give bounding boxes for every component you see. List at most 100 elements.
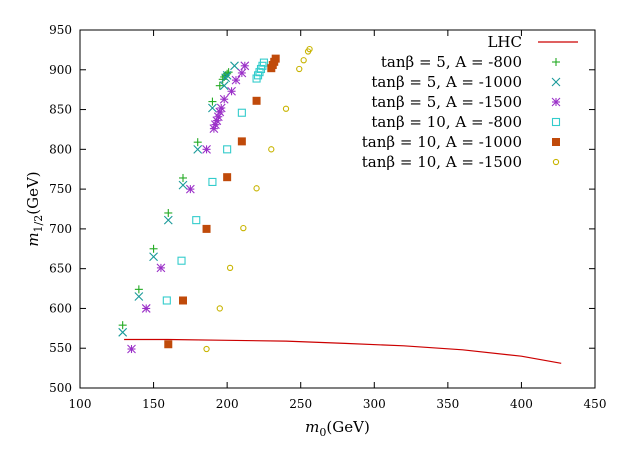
data-point bbox=[141, 304, 151, 313]
data-point bbox=[134, 292, 144, 301]
legend-marker-b bbox=[551, 77, 561, 87]
data-point bbox=[296, 65, 303, 73]
data-point-b bbox=[221, 73, 231, 83]
y-tick-label: 750 bbox=[49, 182, 72, 196]
legend-marker bbox=[552, 158, 560, 166]
data-point bbox=[240, 61, 250, 71]
data-point bbox=[219, 94, 229, 104]
data-point bbox=[221, 73, 231, 83]
legend-label: tanβ = 5, A = -800 bbox=[381, 53, 522, 71]
data-point-b bbox=[118, 327, 128, 337]
y-tick-label: 950 bbox=[49, 23, 72, 37]
data-point bbox=[163, 215, 173, 225]
x-tick-label: 300 bbox=[363, 397, 386, 411]
legend-marker bbox=[551, 117, 561, 127]
legend-marker bbox=[552, 138, 560, 146]
data-point bbox=[202, 144, 211, 154]
data-point bbox=[223, 145, 232, 154]
data-point bbox=[185, 184, 195, 194]
legend-label: LHC bbox=[487, 33, 522, 51]
data-point-b bbox=[127, 344, 136, 354]
data-point-b bbox=[222, 70, 232, 80]
data-point bbox=[193, 144, 203, 154]
y-tick-label: 700 bbox=[49, 222, 72, 236]
data-point-b bbox=[185, 184, 195, 194]
x-tick-label: 250 bbox=[289, 397, 312, 411]
y-tick-label: 550 bbox=[49, 341, 72, 355]
data-point bbox=[192, 216, 201, 225]
data-point bbox=[203, 345, 210, 353]
data-point bbox=[268, 146, 275, 153]
y-axis-label-base: m bbox=[24, 232, 42, 246]
data-point bbox=[118, 321, 127, 330]
data-point-b bbox=[240, 61, 250, 71]
data-point bbox=[178, 180, 188, 190]
x-axis-label-sub: 0 bbox=[319, 426, 326, 439]
series-5 bbox=[164, 54, 280, 349]
series-2 bbox=[118, 61, 239, 337]
data-point-b bbox=[216, 103, 226, 113]
data-point bbox=[237, 68, 247, 78]
data-point-b bbox=[230, 61, 239, 71]
x-tick-label: 200 bbox=[216, 397, 239, 411]
legend-marker bbox=[551, 77, 561, 87]
data-point bbox=[127, 344, 136, 354]
data-point-b bbox=[141, 304, 151, 313]
data-point bbox=[282, 105, 290, 112]
data-point bbox=[179, 296, 187, 305]
data-point bbox=[164, 340, 173, 349]
x-tick-label: 400 bbox=[510, 397, 533, 411]
y-tick-label: 900 bbox=[49, 63, 72, 77]
y-axis-label-unit: (GeV) bbox=[24, 171, 42, 214]
data-point bbox=[118, 327, 128, 337]
x-axis-label: m0(GeV) bbox=[305, 418, 370, 439]
data-point-b bbox=[219, 94, 229, 104]
data-point bbox=[149, 252, 158, 262]
axis-titles: m0(GeV) m1/2(GeV) bbox=[24, 171, 370, 439]
data-point bbox=[162, 296, 171, 305]
data-point bbox=[202, 224, 211, 233]
data-point bbox=[240, 224, 247, 232]
y-tick-label: 850 bbox=[49, 103, 72, 117]
y-tick-label: 500 bbox=[49, 381, 72, 395]
series-1 bbox=[118, 68, 233, 330]
data-point bbox=[216, 103, 226, 113]
data-point bbox=[300, 57, 307, 64]
x-tick-label: 150 bbox=[142, 397, 165, 411]
data-point bbox=[215, 81, 224, 90]
legend-label: tanβ = 10, A = -1000 bbox=[362, 133, 522, 151]
y-tick-label: 800 bbox=[49, 142, 72, 156]
data-point bbox=[306, 45, 313, 53]
y-axis-label-sub: 1/2 bbox=[32, 215, 45, 233]
data-point-b bbox=[178, 180, 188, 190]
x-tick-label: 100 bbox=[69, 397, 92, 411]
data-point bbox=[179, 173, 187, 182]
legend-label: tanβ = 10, A = -800 bbox=[371, 113, 522, 131]
data-point-b bbox=[193, 144, 203, 154]
legend-label: tanβ = 5, A = -1500 bbox=[371, 93, 522, 111]
y-tick-label: 650 bbox=[49, 262, 72, 276]
data-point bbox=[231, 75, 241, 85]
data-point bbox=[226, 264, 234, 272]
data-point-b bbox=[231, 75, 241, 85]
data-series bbox=[118, 45, 562, 364]
data-point bbox=[149, 244, 158, 253]
data-point-b bbox=[213, 112, 223, 122]
data-point-b bbox=[237, 68, 247, 78]
data-point bbox=[177, 256, 186, 265]
data-point bbox=[216, 305, 223, 312]
data-point bbox=[253, 185, 260, 192]
data-point bbox=[230, 61, 239, 71]
data-point-b bbox=[202, 144, 211, 154]
data-point bbox=[134, 285, 143, 294]
data-point-b bbox=[134, 292, 144, 301]
data-point bbox=[219, 81, 229, 91]
data-point bbox=[227, 86, 236, 96]
y-axis-label: m1/2(GeV) bbox=[24, 171, 45, 246]
data-point bbox=[237, 108, 246, 117]
series-4 bbox=[162, 58, 268, 305]
series-6 bbox=[203, 45, 313, 353]
data-point bbox=[271, 54, 280, 63]
legend-marker-b bbox=[551, 97, 561, 107]
